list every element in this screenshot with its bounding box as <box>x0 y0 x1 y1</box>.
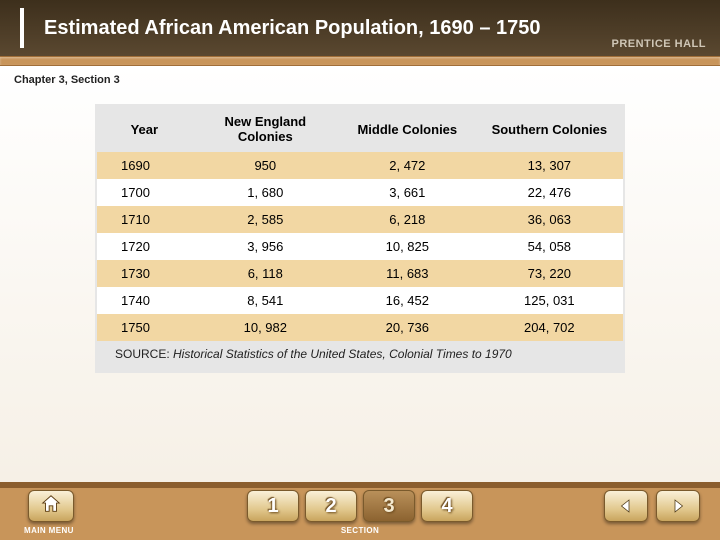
table-row: 17408, 54116, 452125, 031 <box>97 287 623 314</box>
source-label: SOURCE: <box>115 347 173 361</box>
table-cell: 20, 736 <box>339 314 476 341</box>
table-cell: 10, 825 <box>339 233 476 260</box>
table-row: 17306, 11811, 68373, 220 <box>97 260 623 287</box>
nav-arrows <box>604 490 700 522</box>
table-row: 17102, 5856, 21836, 063 <box>97 206 623 233</box>
section-tabs: 1234 <box>247 490 473 522</box>
table-cell: 950 <box>192 152 339 179</box>
col-year: Year <box>97 106 192 152</box>
table-header-row: Year New England Colonies Middle Colonie… <box>97 106 623 152</box>
table-cell: 3, 956 <box>192 233 339 260</box>
table-row: 17203, 95610, 82554, 058 <box>97 233 623 260</box>
chevron-left-icon <box>617 497 635 515</box>
section-tab-4[interactable]: 4 <box>421 490 473 522</box>
table-cell: 36, 063 <box>476 206 623 233</box>
next-button[interactable] <box>656 490 700 522</box>
table-cell: 204, 702 <box>476 314 623 341</box>
table-cell: 2, 585 <box>192 206 339 233</box>
table-cell: 11, 683 <box>339 260 476 287</box>
section-tab-3[interactable]: 3 <box>363 490 415 522</box>
table-cell: 1750 <box>97 314 192 341</box>
table-cell: 22, 476 <box>476 179 623 206</box>
chapter-label: Chapter 3, Section 3 <box>14 74 706 86</box>
section-tab-2[interactable]: 2 <box>305 490 357 522</box>
table-cell: 73, 220 <box>476 260 623 287</box>
col-middle: Middle Colonies <box>339 106 476 152</box>
population-table: Year New England Colonies Middle Colonie… <box>97 106 623 341</box>
table-row: 175010, 98220, 736204, 702 <box>97 314 623 341</box>
section-label: SECTION <box>341 526 379 535</box>
table-cell: 1720 <box>97 233 192 260</box>
table-cell: 3, 661 <box>339 179 476 206</box>
col-new-england: New England Colonies <box>192 106 339 152</box>
table-row: 16909502, 47213, 307 <box>97 152 623 179</box>
accent-band <box>0 56 720 66</box>
chevron-right-icon <box>669 497 687 515</box>
slide-title: Estimated African American Population, 1… <box>44 18 612 39</box>
table-cell: 8, 541 <box>192 287 339 314</box>
table-cell: 1, 680 <box>192 179 339 206</box>
table-cell: 13, 307 <box>476 152 623 179</box>
table-cell: 1740 <box>97 287 192 314</box>
table-cell: 6, 218 <box>339 206 476 233</box>
table-cell: 1700 <box>97 179 192 206</box>
nav-footer: MAIN MENU 1234 SECTION <box>0 482 720 540</box>
table-cell: 125, 031 <box>476 287 623 314</box>
main-menu-label: MAIN MENU <box>24 526 74 535</box>
population-table-wrap: Year New England Colonies Middle Colonie… <box>95 104 625 373</box>
main-menu-button[interactable] <box>28 490 74 522</box>
table-cell: 2, 472 <box>339 152 476 179</box>
prev-button[interactable] <box>604 490 648 522</box>
table-cell: 1710 <box>97 206 192 233</box>
table-cell: 10, 982 <box>192 314 339 341</box>
table-cell: 16, 452 <box>339 287 476 314</box>
table-cell: 6, 118 <box>192 260 339 287</box>
publisher-brand: PRENTICE HALL <box>612 38 707 56</box>
table-cell: 1730 <box>97 260 192 287</box>
table-cell: 54, 058 <box>476 233 623 260</box>
source-citation: Historical Statistics of the United Stat… <box>173 347 512 361</box>
col-southern: Southern Colonies <box>476 106 623 152</box>
home-icon <box>40 493 62 520</box>
table-source: SOURCE: Historical Statistics of the Uni… <box>97 341 623 371</box>
table-cell: 1690 <box>97 152 192 179</box>
section-tab-1[interactable]: 1 <box>247 490 299 522</box>
slide-content: Chapter 3, Section 3 Year New England Co… <box>0 66 720 482</box>
table-row: 17001, 6803, 66122, 476 <box>97 179 623 206</box>
slide-header: Estimated African American Population, 1… <box>0 0 720 56</box>
